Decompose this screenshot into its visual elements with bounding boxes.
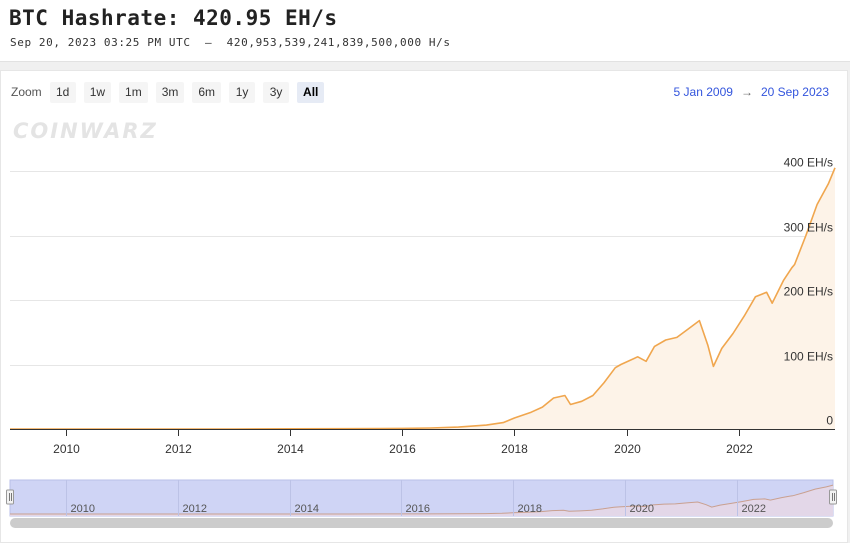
hashrate-area bbox=[10, 167, 835, 430]
x-tick-label: 2014 bbox=[277, 442, 304, 456]
y-tick-label: 0 bbox=[826, 414, 833, 428]
zoom-button-1y[interactable]: 1y bbox=[229, 81, 256, 103]
navigator-tick-label: 2010 bbox=[71, 503, 95, 515]
zoom-toolbar: Zoom 1d 1w 1m 3m 6m 1y 3y All bbox=[11, 81, 332, 103]
x-tick-label: 2018 bbox=[501, 442, 528, 456]
y-tick-label: 300 EH/s bbox=[784, 221, 833, 235]
y-tick-label: 200 EH/s bbox=[784, 285, 833, 299]
zoom-button-1m[interactable]: 1m bbox=[119, 81, 148, 103]
x-tick-label: 2012 bbox=[165, 442, 192, 456]
x-tick-label: 2020 bbox=[614, 442, 641, 456]
chart-grid bbox=[10, 171, 835, 366]
page-title: BTC Hashrate: 420.95 EH/s bbox=[9, 6, 338, 30]
coinwarz-watermark: COINWARZ bbox=[13, 119, 158, 143]
navigator-tick-label: 2014 bbox=[295, 503, 319, 515]
hashrate-line bbox=[10, 167, 836, 430]
y-tick-label: 400 EH/s bbox=[784, 156, 833, 170]
zoom-button-all[interactable]: All bbox=[297, 81, 325, 103]
navigator-area bbox=[10, 485, 833, 516]
page-subtitle: Sep 20, 2023 03:25 PM UTC ‒ 420,953,539,… bbox=[10, 36, 451, 49]
navigator-line bbox=[10, 484, 834, 515]
range-from-date[interactable]: 5 Jan 2009 bbox=[673, 85, 733, 99]
chart-panel: Zoom 1d 1w 1m 3m 6m 1y 3y All 5 Jan 2009… bbox=[0, 70, 848, 543]
navigator-scrollbar[interactable] bbox=[10, 518, 833, 528]
range-to-date[interactable]: 20 Sep 2023 bbox=[760, 85, 829, 99]
zoom-button-3m[interactable]: 3m bbox=[155, 81, 185, 103]
x-axis: 2010 2012 2014 2016 2018 2020 2022 bbox=[10, 429, 835, 456]
zoom-button-6m[interactable]: 6m bbox=[192, 81, 222, 103]
navigator-tick-label: 2020 bbox=[630, 503, 654, 515]
x-tick-label: 2010 bbox=[53, 442, 80, 456]
y-axis-labels: 0 100 EH/s 200 EH/s 300 EH/s 400 EH/s bbox=[784, 156, 834, 428]
x-tick-label: 2016 bbox=[389, 442, 416, 456]
zoom-button-3y[interactable]: 3y bbox=[263, 81, 290, 103]
navigator-tick-label: 2016 bbox=[406, 503, 430, 515]
navigator-tick-label: 2012 bbox=[183, 503, 207, 515]
navigator[interactable]: 2010 2012 2014 2016 2018 2020 2022 bbox=[6, 479, 837, 528]
navigator-tick-label: 2018 bbox=[518, 503, 542, 515]
navigator-tick-label: 2022 bbox=[742, 503, 766, 515]
y-tick-label: 100 EH/s bbox=[784, 350, 833, 364]
zoom-label: Zoom bbox=[11, 85, 42, 99]
date-range: 5 Jan 2009 → 20 Sep 2023 bbox=[674, 85, 829, 99]
page-header: BTC Hashrate: 420.95 EH/s Sep 20, 2023 0… bbox=[0, 0, 850, 62]
zoom-button-1d[interactable]: 1d bbox=[49, 81, 76, 103]
range-arrow: → bbox=[740, 85, 753, 99]
zoom-button-1w[interactable]: 1w bbox=[83, 81, 112, 103]
x-tick-label: 2022 bbox=[726, 442, 753, 456]
